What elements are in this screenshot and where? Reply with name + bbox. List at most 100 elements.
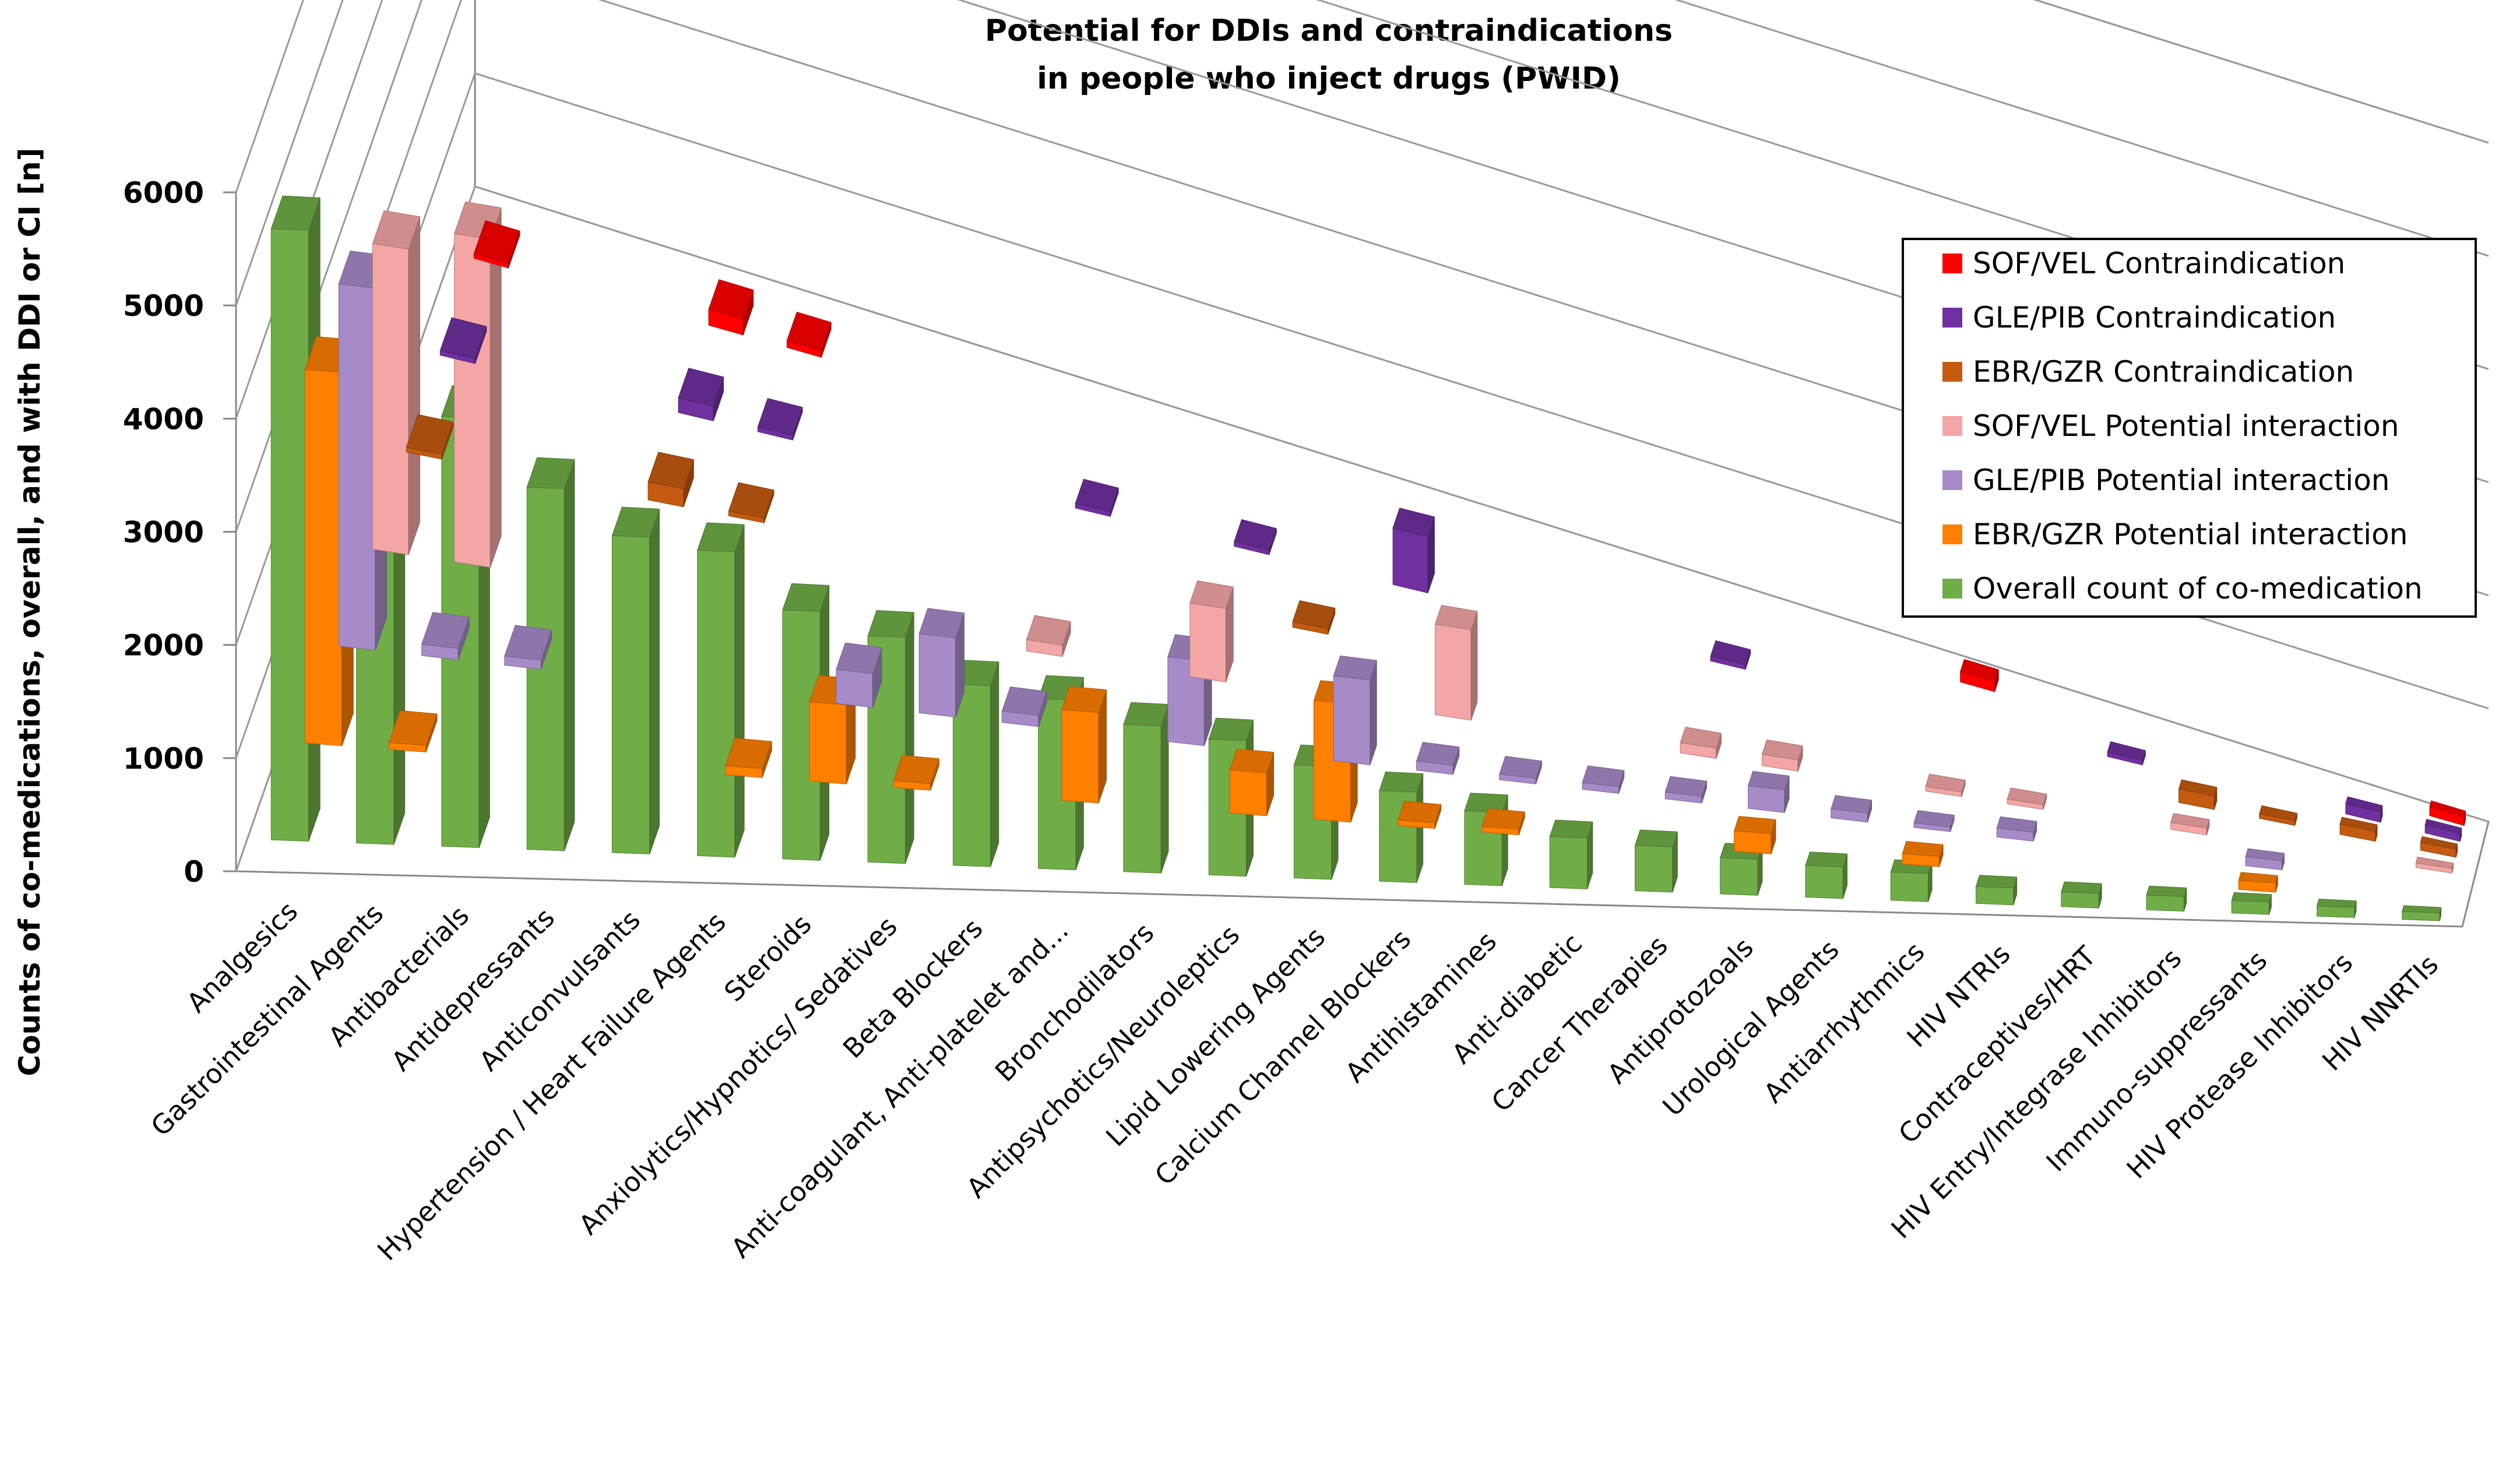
bar bbox=[1434, 605, 1478, 721]
bar bbox=[2146, 885, 2187, 912]
bar-top-face bbox=[504, 625, 552, 661]
bar bbox=[2415, 857, 2454, 874]
bar-front-face bbox=[338, 283, 376, 651]
bar-top-face bbox=[1397, 801, 1442, 823]
bar-top-face bbox=[2402, 905, 2442, 913]
x-tick-label: Anticonvulsants bbox=[473, 904, 646, 1077]
y-tick-label: 6000 bbox=[123, 176, 204, 210]
bar bbox=[526, 457, 575, 851]
bar bbox=[1001, 686, 1047, 727]
bar-front-face bbox=[1061, 709, 1099, 804]
bar bbox=[918, 608, 965, 717]
bar-front-face bbox=[270, 228, 309, 842]
legend-swatch bbox=[1942, 579, 1962, 599]
bar-front-face bbox=[1123, 724, 1162, 874]
bar bbox=[952, 659, 999, 867]
bar-top-face bbox=[1747, 770, 1790, 791]
legend: SOF/VEL Contraindication GLE/PIB Contrain… bbox=[1902, 238, 2477, 618]
bar-front-face bbox=[611, 535, 650, 854]
bar-top-face bbox=[1805, 851, 1848, 867]
bars bbox=[270, 195, 2466, 921]
legend-swatch bbox=[1942, 470, 1962, 490]
bar bbox=[2007, 787, 2047, 810]
bar bbox=[1061, 686, 1107, 804]
bar bbox=[647, 452, 694, 508]
bar-top-face bbox=[1831, 795, 1873, 814]
bar-front-face bbox=[1805, 865, 1843, 899]
bar bbox=[1499, 756, 1542, 784]
bar bbox=[836, 642, 882, 708]
bar-top-face bbox=[2420, 836, 2458, 850]
bar bbox=[2061, 881, 2102, 909]
bar bbox=[2345, 796, 2383, 823]
bar bbox=[1292, 600, 1336, 635]
bar-top-face bbox=[2259, 805, 2298, 821]
bar-top-face bbox=[1061, 686, 1107, 713]
bar-top-face bbox=[728, 482, 775, 519]
bar-top-face bbox=[1913, 810, 1955, 828]
bar-top-face bbox=[1416, 742, 1460, 766]
bar bbox=[1902, 841, 1944, 867]
bar bbox=[1026, 615, 1071, 657]
bar-top-face bbox=[1189, 580, 1234, 609]
bar bbox=[2424, 819, 2462, 842]
bar bbox=[439, 317, 487, 364]
y-tick-label: 3000 bbox=[123, 516, 204, 550]
bar-top-face bbox=[1902, 841, 1944, 857]
bar-side-face bbox=[734, 524, 745, 857]
bar-top-face bbox=[1582, 765, 1625, 787]
bar bbox=[1925, 773, 1966, 797]
bar-top-face bbox=[708, 279, 754, 320]
bar bbox=[2259, 805, 2298, 826]
bar bbox=[453, 201, 502, 568]
bar bbox=[504, 625, 552, 670]
legend-label: GLE/PIB Potential interaction bbox=[1973, 463, 2389, 497]
bar-top-face bbox=[786, 311, 832, 351]
legend-swatch bbox=[1942, 308, 1962, 328]
legend-label: SOF/VEL Potential interaction bbox=[1973, 409, 2399, 443]
x-tick-label: Antihistamines bbox=[1339, 925, 1502, 1089]
bar-top-face bbox=[1925, 773, 1966, 793]
bar-top-face bbox=[1996, 816, 2037, 833]
bar-top-face bbox=[526, 457, 575, 490]
bar-front-face bbox=[1333, 675, 1371, 765]
bar bbox=[473, 220, 520, 269]
bar-side-face bbox=[990, 661, 999, 867]
bar-front-face bbox=[836, 669, 873, 708]
bar-top-face bbox=[388, 710, 438, 746]
bar bbox=[1189, 580, 1234, 682]
bar-top-face bbox=[2238, 872, 2279, 883]
bar-top-face bbox=[2345, 796, 2383, 813]
bar-front-face bbox=[1392, 527, 1428, 594]
bar-front-face bbox=[1748, 785, 1785, 813]
legend-label: GLE/PIB Contraindication bbox=[1973, 301, 2336, 335]
legend-label: Overall count of co-medication bbox=[1973, 572, 2423, 606]
bar-top-face bbox=[611, 506, 660, 538]
bar bbox=[724, 738, 772, 778]
bar-top-face bbox=[1379, 771, 1424, 793]
bar-top-face bbox=[782, 583, 830, 612]
bar-top-face bbox=[473, 220, 520, 264]
bar bbox=[1761, 739, 1803, 772]
bar-top-face bbox=[696, 522, 745, 552]
bar bbox=[388, 710, 438, 753]
y-axis-label: Counts of co-medications, overall, and w… bbox=[13, 147, 47, 1076]
bar-top-face bbox=[2429, 800, 2466, 817]
bar bbox=[1582, 765, 1625, 794]
bar-top-face bbox=[1761, 739, 1803, 761]
bar bbox=[2107, 741, 2146, 766]
bar bbox=[1549, 819, 1593, 889]
bar bbox=[1416, 742, 1460, 775]
bar-top-face bbox=[372, 210, 421, 250]
bar-top-face bbox=[2061, 881, 2102, 894]
bar-top-face bbox=[2316, 899, 2357, 908]
bar bbox=[2316, 899, 2357, 918]
bar bbox=[611, 506, 660, 854]
bar-front-face bbox=[2231, 900, 2270, 915]
bar bbox=[1464, 793, 1508, 886]
bar bbox=[2238, 872, 2279, 893]
bar-front-face bbox=[918, 633, 956, 717]
legend-swatch bbox=[1942, 416, 1962, 436]
bar-top-face bbox=[2245, 848, 2285, 861]
